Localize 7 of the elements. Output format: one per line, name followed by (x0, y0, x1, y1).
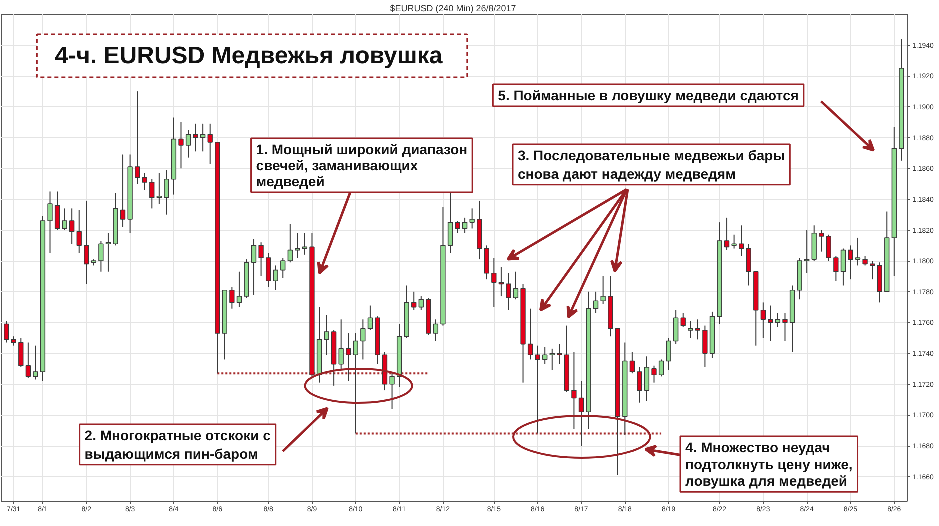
annotation: 5. Пойманные в ловушку медведи сдаются (498, 88, 799, 104)
annotation: 2. Многократные отскоки с выдающимся пин-баром (84, 428, 272, 462)
chart-subtitle: $EURUSD (240 Min) 26/8/2017 (390, 4, 516, 14)
text: 4-ч. EURUSD Медвежья ловушка (55, 42, 444, 70)
annotation: 4. Множество неудач подтолкнуть цену ниже, ловушка для медведей (686, 440, 853, 490)
annotation: 3. Последовательные медвежьи бары снова дают надежду медведям (518, 148, 786, 182)
annotation: 1. Мощный широкий диапазон свечей, заманивающих медведей (256, 142, 468, 190)
